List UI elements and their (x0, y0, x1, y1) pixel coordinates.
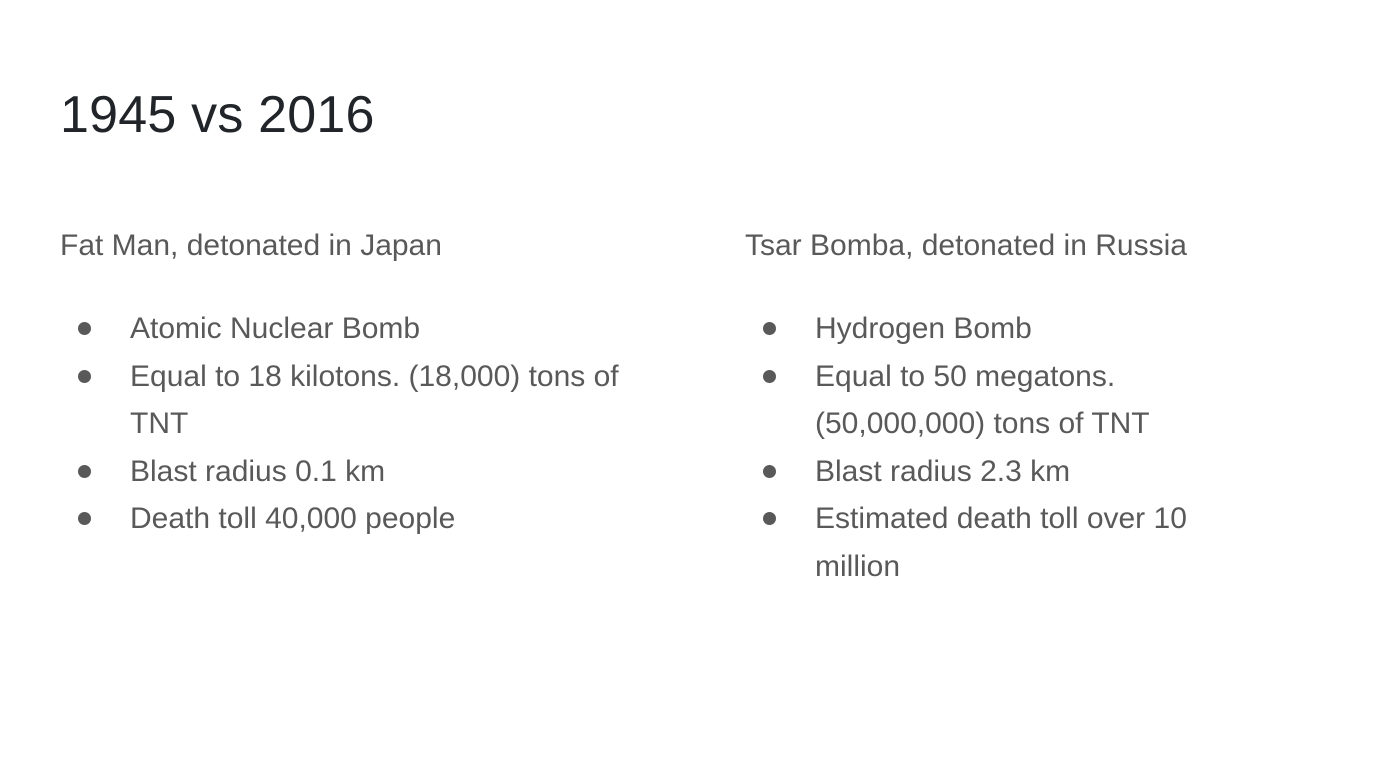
list-item: Atomic Nuclear Bomb (60, 305, 660, 353)
bullet-dot-icon (763, 512, 776, 525)
right-column: Tsar Bomba, detonated in Russia Hydrogen… (745, 226, 1335, 590)
bullet-text: Blast radius 2.3 km (815, 454, 1071, 488)
slide-title: 1945 vs 2016 (60, 86, 375, 144)
list-item: Death toll 40,000 people (60, 495, 660, 543)
right-column-heading: Tsar Bomba, detonated in Russia (745, 229, 1187, 262)
list-item: Blast radius 2.3 km (745, 448, 1335, 496)
left-column: Fat Man, detonated in Japan Atomic Nucle… (60, 226, 660, 543)
bullet-text: Atomic Nuclear Bomb (130, 312, 421, 345)
left-column-heading: Fat Man, detonated in Japan (60, 229, 442, 262)
list-item: Equal to 50 megatons. (50,000,000) tons … (745, 353, 1335, 448)
bullet-dot-icon (763, 322, 776, 335)
bullet-text: Death toll 40,000 people (130, 502, 456, 535)
bullet-dot-icon (78, 464, 91, 478)
bullet-text: Hydrogen Bomb (815, 312, 1032, 345)
left-bullet-list: Atomic Nuclear Bomb Equal to 18 kilotons… (60, 305, 660, 543)
bullet-text: Estimated death toll over 10 million (815, 502, 1187, 583)
bullet-text: Equal to 50 megatons. (50,000,000) tons … (815, 359, 1150, 441)
bullet-dot-icon (78, 512, 91, 525)
bullet-dot-icon (78, 369, 91, 383)
bullet-dot-icon (78, 322, 91, 335)
list-item: Blast radius 0.1 km (60, 448, 660, 496)
bullet-text: Blast radius 0.1 km (130, 454, 386, 488)
bullet-text: Equal to 18 kilotons. (18,000) tons of T… (130, 359, 619, 441)
bullet-dot-icon (763, 369, 776, 383)
list-item: Hydrogen Bomb (745, 305, 1335, 353)
list-item: Estimated death toll over 10 million (745, 495, 1335, 590)
list-item: Equal to 18 kilotons. (18,000) tons of T… (60, 353, 660, 448)
bullet-dot-icon (763, 464, 776, 478)
right-bullet-list: Hydrogen Bomb Equal to 50 megatons. (50,… (745, 305, 1335, 590)
